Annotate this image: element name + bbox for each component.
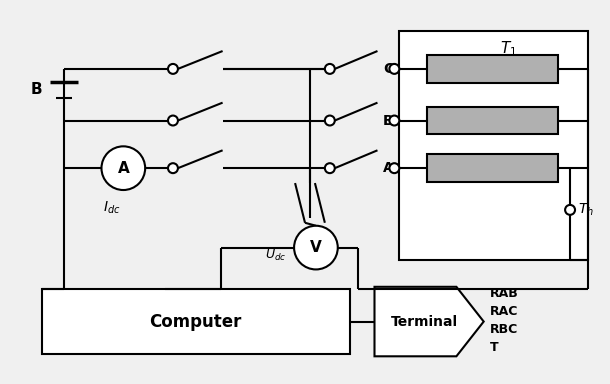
Circle shape bbox=[101, 146, 145, 190]
Text: C: C bbox=[383, 62, 393, 76]
Circle shape bbox=[168, 163, 178, 173]
Circle shape bbox=[168, 64, 178, 74]
Circle shape bbox=[325, 116, 335, 126]
Circle shape bbox=[168, 116, 178, 126]
Circle shape bbox=[389, 64, 400, 74]
Text: $T_h$: $T_h$ bbox=[578, 202, 594, 218]
Bar bbox=[427, 107, 558, 134]
Circle shape bbox=[389, 116, 400, 126]
Text: $U_{dc}$: $U_{dc}$ bbox=[265, 248, 286, 263]
Circle shape bbox=[565, 205, 575, 215]
Circle shape bbox=[389, 163, 400, 173]
Text: A: A bbox=[382, 161, 393, 175]
Text: RBC: RBC bbox=[490, 323, 518, 336]
Text: B: B bbox=[382, 114, 393, 127]
Text: Terminal: Terminal bbox=[390, 314, 458, 329]
Circle shape bbox=[325, 64, 335, 74]
Bar bbox=[42, 289, 350, 354]
Text: $T_1$: $T_1$ bbox=[500, 40, 517, 58]
Text: T: T bbox=[490, 341, 498, 354]
Circle shape bbox=[294, 226, 338, 270]
Text: A: A bbox=[118, 161, 129, 175]
Text: RAC: RAC bbox=[490, 305, 518, 318]
Text: V: V bbox=[310, 240, 322, 255]
Text: $I_{dc}$: $I_{dc}$ bbox=[102, 200, 120, 216]
Bar bbox=[427, 55, 558, 83]
Text: B: B bbox=[30, 82, 42, 97]
Bar bbox=[427, 154, 558, 182]
Circle shape bbox=[325, 163, 335, 173]
Bar bbox=[400, 31, 588, 260]
Polygon shape bbox=[375, 287, 484, 356]
Text: Computer: Computer bbox=[149, 313, 242, 331]
Text: RAB: RAB bbox=[490, 287, 518, 300]
